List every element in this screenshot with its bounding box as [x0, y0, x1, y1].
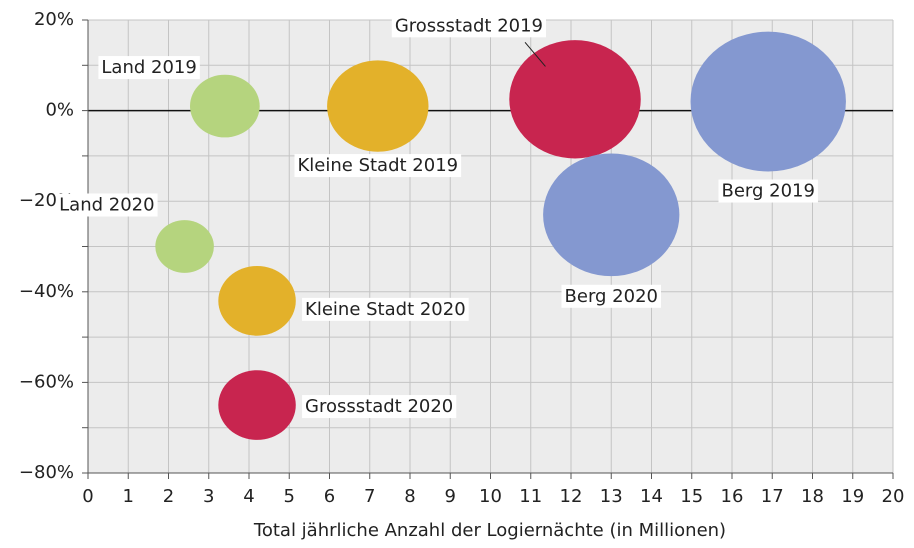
x-tick-label: 0: [82, 486, 93, 507]
bubble-label-group: Grossstadt 2019: [391, 14, 547, 38]
bubble: [690, 31, 846, 172]
x-tick-label: 12: [560, 486, 583, 507]
x-tick-label: 2: [163, 486, 174, 507]
bubble-label: Kleine Stadt 2019: [297, 155, 458, 176]
bubble-label: Berg 2019: [721, 181, 814, 202]
y-tick-label: −60%: [19, 371, 74, 392]
x-tick-label: 17: [761, 486, 784, 507]
y-tick-label: −80%: [19, 462, 74, 483]
bubble: [190, 74, 260, 138]
x-tick-label: 20: [882, 486, 905, 507]
leader-line: [524, 41, 546, 67]
y-tick-label: 20%: [34, 9, 74, 30]
bubble-label: Kleine Stadt 2020: [305, 299, 466, 320]
bubble-label: Grossstadt 2019: [395, 15, 543, 36]
bubble-label: Land 2020: [59, 195, 154, 216]
label-background: [294, 154, 462, 178]
y-tick-label: 0%: [45, 100, 74, 121]
x-axis-label: Total jährliche Anzahl der Logiernächte …: [253, 520, 726, 541]
bubble-label-group: Kleine Stadt 2020: [302, 297, 469, 321]
label-background: [302, 395, 457, 419]
label-background: [391, 14, 547, 38]
bubble-label: Grossstadt 2020: [305, 396, 453, 417]
label-background: [98, 56, 200, 80]
y-tick-label: −40%: [19, 281, 74, 302]
x-tick-label: 15: [680, 486, 703, 507]
bubble-label: Berg 2020: [565, 286, 658, 307]
x-tick-label: 14: [640, 486, 663, 507]
x-tick-label: 13: [600, 486, 623, 507]
x-tick-label: 10: [479, 486, 502, 507]
bubble-label-group: Land 2020: [56, 193, 158, 217]
x-tick-label: 16: [721, 486, 744, 507]
bubble-label-group: Land 2019: [98, 56, 200, 80]
bubble-label: Land 2019: [101, 57, 196, 78]
bubble: [509, 40, 641, 159]
x-tick-label: 7: [364, 486, 375, 507]
x-tick-label: 5: [284, 486, 295, 507]
bubble: [543, 153, 680, 277]
bubble-label-group: Grossstadt 2020: [302, 395, 457, 419]
bubble-label-group: Berg 2020: [561, 284, 661, 308]
x-tick-label: 8: [404, 486, 415, 507]
bubble: [218, 265, 296, 336]
x-tick-label: 9: [445, 486, 456, 507]
x-tick-label: 6: [324, 486, 335, 507]
bubble: [218, 370, 296, 440]
bubble: [327, 60, 429, 152]
x-tick-label: 18: [801, 486, 824, 507]
x-tick-label: 3: [203, 486, 214, 507]
x-tick-label: 11: [519, 486, 542, 507]
label-background: [56, 193, 158, 217]
label-background: [302, 297, 469, 321]
bubble: [155, 220, 214, 273]
x-tick-label: 1: [123, 486, 134, 507]
label-background: [561, 284, 661, 308]
x-tick-label: 4: [243, 486, 254, 507]
bubble-label-group: Kleine Stadt 2019: [294, 154, 462, 178]
label-background: [718, 179, 818, 203]
bubble-label-group: Berg 2019: [718, 179, 818, 203]
x-tick-label: 19: [841, 486, 864, 507]
